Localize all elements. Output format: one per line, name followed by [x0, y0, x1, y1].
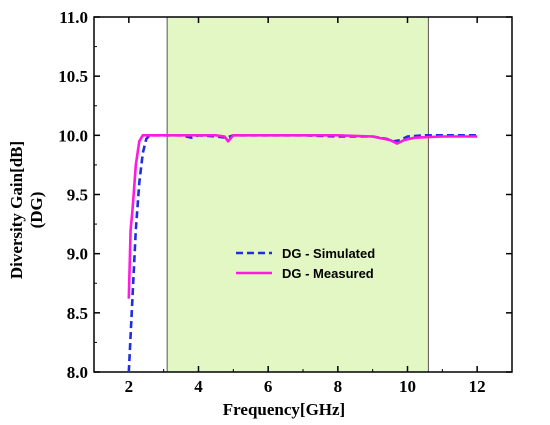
legend-label-1: DG - Simulated — [282, 246, 375, 261]
y-tick-label: 9.5 — [67, 186, 88, 205]
shaded-band — [167, 17, 429, 372]
x-tick-label: 8 — [334, 377, 343, 396]
y-tick-label: 9.0 — [67, 245, 88, 264]
x-tick-label: 12 — [469, 377, 486, 396]
legend: DG - Simulated DG - Measured — [236, 246, 375, 281]
y-tick-label: 8.0 — [67, 363, 88, 382]
x-tick-label: 10 — [399, 377, 416, 396]
axis-ticks: 2 4 6 8 10 12 8.0 8.5 9.0 9.5 10.0 10.5 11.0 — [58, 8, 513, 396]
x-tick-label: 6 — [264, 377, 273, 396]
legend-label-2: DG - Measured — [282, 266, 374, 281]
x-axis-title: Frequency[GHz] — [223, 400, 345, 419]
series-line-2 — [127, 134, 478, 299]
x-tick-label: 2 — [125, 377, 134, 396]
y-axis-title-line2: (DG) — [27, 192, 46, 229]
y-axis-title-line1: Diversity Gain[dB] — [7, 141, 26, 279]
y-tick-label: 10.5 — [58, 67, 88, 86]
y-axis-title-group: Diversity Gain[dB] (DG) — [7, 141, 46, 279]
y-tick-label: 11.0 — [59, 8, 88, 27]
series-line-1 — [127, 134, 478, 373]
x-tick-label: 4 — [194, 377, 203, 396]
band-layer — [166, 17, 429, 372]
y-tick-label: 10.0 — [58, 126, 88, 145]
y-tick-label: 8.5 — [67, 304, 88, 323]
series-layer — [127, 134, 478, 373]
